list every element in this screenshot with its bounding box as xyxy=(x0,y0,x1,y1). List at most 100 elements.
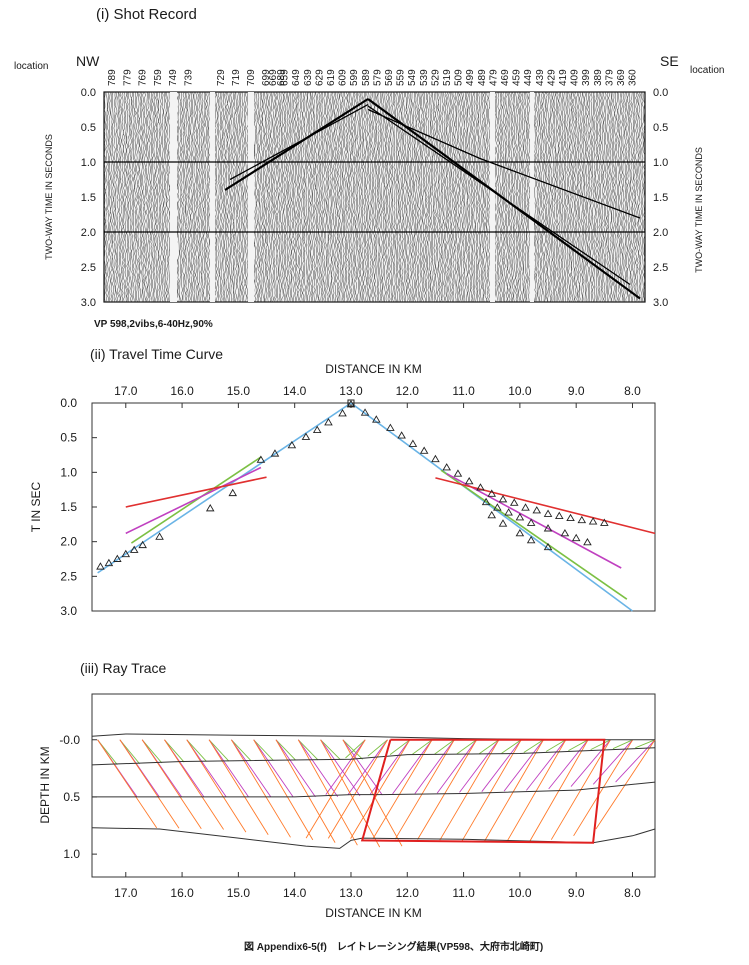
travel-time-series-line xyxy=(125,476,267,508)
location-tick-label: 419 xyxy=(558,69,569,86)
observed-pick-marker xyxy=(481,497,491,506)
observed-pick-marker xyxy=(270,449,280,457)
observed-pick-marker xyxy=(453,469,463,477)
layer-boundary xyxy=(92,781,656,798)
observed-pick-marker xyxy=(509,498,519,506)
section-title-shot-record: (i) Shot Record xyxy=(96,6,197,23)
time-tick-label-right: 2.5 xyxy=(653,262,668,274)
ray-trace-x-axis-label: DISTANCE IN KM xyxy=(325,906,421,920)
location-tick-label: 459 xyxy=(512,69,523,86)
location-tick-label: 729 xyxy=(216,69,227,86)
direction-label-se: SE xyxy=(660,53,679,69)
ray-trace-x-tick-label: 9.0 xyxy=(568,886,585,900)
observed-pick-marker xyxy=(287,440,297,449)
time-axis-label-right: TWO-WAY TIME IN SECONDS xyxy=(694,147,704,273)
observed-pick-marker xyxy=(442,463,451,471)
location-tick-label: 629 xyxy=(314,69,325,86)
location-tick-label: 649 xyxy=(291,69,302,86)
observed-pick-marker xyxy=(577,515,587,524)
observed-pick-marker xyxy=(312,425,322,433)
observed-pick-marker xyxy=(155,532,164,540)
ray-trace-x-tick-label: 8.0 xyxy=(624,886,641,900)
observed-pick-marker xyxy=(555,511,564,519)
observed-pick-marker xyxy=(346,399,356,408)
location-tick-label: 479 xyxy=(488,69,499,86)
observed-pick-marker xyxy=(113,554,122,562)
observed-pick-marker xyxy=(372,415,381,423)
trace-gap xyxy=(530,92,534,302)
observed-pick-marker xyxy=(498,519,508,527)
observed-pick-marker xyxy=(543,524,553,532)
observed-pick-marker xyxy=(504,508,513,516)
travel-time-y-tick-label: 1.0 xyxy=(60,465,77,479)
shot-record-frame xyxy=(103,91,646,303)
travel-time-x-tick-label: 16.0 xyxy=(170,384,194,398)
direction-label-nw: NW xyxy=(76,53,100,69)
time-axis-label-left: TWO-WAY TIME IN SECONDS xyxy=(44,134,54,260)
location-tick-label: 360 xyxy=(628,69,639,86)
observed-pick-marker xyxy=(96,562,105,570)
travel-time-x-tick-label: 17.0 xyxy=(114,384,138,398)
location-tick-label: 409 xyxy=(570,69,581,86)
location-tick-label: 519 xyxy=(442,69,453,86)
travel-time-series-line xyxy=(350,402,633,612)
section-title-ray-trace: (iii) Ray Trace xyxy=(80,660,167,676)
travel-time-panel xyxy=(91,399,656,612)
time-tick-label-left: 1.5 xyxy=(81,192,96,204)
observed-pick-marker xyxy=(104,558,114,567)
seismic-traces xyxy=(104,91,646,303)
time-tick-label-left: 0.5 xyxy=(81,122,96,134)
location-tick-label: 769 xyxy=(138,69,149,86)
observed-pick-marker xyxy=(498,494,508,503)
travel-time-series-line xyxy=(130,456,262,544)
reflection-lines xyxy=(229,104,641,286)
ray-trace-x-tick-label: 14.0 xyxy=(283,886,307,900)
ray-trace-x-tick-label: 10.0 xyxy=(508,886,532,900)
section-title-travel-time: (ii) Travel Time Curve xyxy=(90,346,224,362)
location-tick-label: 589 xyxy=(361,69,372,86)
observed-pick-marker xyxy=(360,408,370,416)
observed-pick-marker xyxy=(583,537,592,546)
time-tick-label-right: 0.0 xyxy=(653,87,668,99)
observed-pick-marker xyxy=(301,432,311,440)
trace-gap xyxy=(170,92,177,302)
ray-trace-x-tick-label: 15.0 xyxy=(227,886,251,900)
ray-trace-x-tick-label: 17.0 xyxy=(114,886,138,900)
travel-time-x-tick-label: 14.0 xyxy=(283,384,307,398)
observed-pick-marker xyxy=(543,542,553,551)
travel-time-y-tick-label: 1.5 xyxy=(60,500,77,514)
time-tick-label-right: 0.5 xyxy=(653,122,668,134)
observed-pick-marker xyxy=(532,506,542,514)
time-tick-label-right: 1.0 xyxy=(653,157,668,169)
travel-time-series-line xyxy=(97,402,352,574)
travel-time-x-tick-label: 12.0 xyxy=(396,384,420,398)
location-tick-label: 789 xyxy=(107,69,118,86)
ray-trace-y-axis-label: DEPTH IN KM xyxy=(38,746,52,823)
location-tick-label: 439 xyxy=(535,69,546,86)
observed-pick-marker xyxy=(571,533,581,542)
trace-gap xyxy=(248,92,254,302)
travel-time-frame xyxy=(91,402,656,612)
ray-trace-panel xyxy=(91,693,656,878)
time-tick-label-right: 1.5 xyxy=(653,192,668,204)
observed-pick-marker xyxy=(324,418,333,426)
observed-pick-marker xyxy=(566,513,575,522)
time-tick-label-right: 2.0 xyxy=(653,227,668,239)
shot-record-panel xyxy=(103,91,646,303)
trace-gap xyxy=(490,92,495,302)
time-tick-label-left: 1.0 xyxy=(81,157,96,169)
highlight-body-outline xyxy=(360,738,606,844)
travel-time-y-tick-label: 2.5 xyxy=(60,569,77,583)
travel-time-x-tick-label: 8.0 xyxy=(624,384,641,398)
travel-time-x-axis-label: DISTANCE IN KM xyxy=(325,362,421,376)
location-tick-label: 609 xyxy=(338,69,349,86)
travel-time-x-tick-label: 9.0 xyxy=(568,384,585,398)
observed-pick-marker xyxy=(515,528,525,537)
location-tick-label: 759 xyxy=(153,69,164,86)
ray-trace-x-tick-label: 16.0 xyxy=(170,886,194,900)
observed-pick-marker xyxy=(464,476,474,485)
ray-trace-y-tick-label: -0.0 xyxy=(59,733,80,747)
observed-pick-marker xyxy=(228,488,238,497)
location-tick-label: 599 xyxy=(349,69,360,86)
